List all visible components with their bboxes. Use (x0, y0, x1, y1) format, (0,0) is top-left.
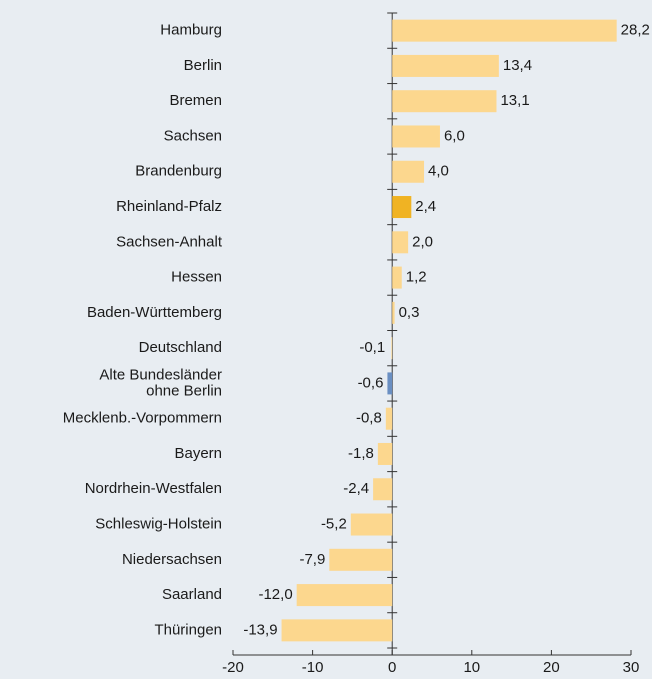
value-label: 13,4 (503, 57, 532, 74)
category-label: Berlin (184, 57, 222, 74)
bar (392, 54, 499, 77)
category-label: Nordrhein-Westfalen (85, 480, 222, 497)
value-label: 6,0 (444, 127, 465, 144)
category-label: Hessen (171, 269, 222, 286)
bar (392, 231, 409, 254)
category-label: Alte Bundesländer ohne Berlin (99, 366, 222, 399)
bar (392, 196, 412, 219)
category-label: Rheinland-Pfalz (116, 198, 222, 215)
value-label: 2,0 (412, 233, 433, 250)
bar (296, 584, 393, 607)
value-label: -0,6 (358, 374, 384, 391)
category-label: Hamburg (160, 22, 222, 39)
bar (392, 160, 425, 183)
category-label: Sachsen (164, 127, 222, 144)
bar (377, 442, 393, 465)
x-tick-label: 20 (543, 659, 560, 676)
bar (373, 478, 393, 501)
category-label: Schleswig-Holstein (95, 515, 222, 532)
value-label: -12,0 (258, 586, 292, 603)
category-label: Saarland (162, 586, 222, 603)
bar (329, 548, 393, 571)
x-tick-label: -10 (302, 659, 324, 676)
bar (392, 266, 402, 289)
category-label: Niedersachsen (122, 551, 222, 568)
bar (392, 19, 617, 42)
x-tick-label: 10 (463, 659, 480, 676)
category-label: Bayern (174, 445, 222, 462)
bar (392, 90, 497, 113)
value-label: -5,2 (321, 515, 347, 532)
category-label: Thüringen (154, 621, 222, 638)
bar (385, 407, 393, 430)
value-label: -2,4 (343, 480, 369, 497)
category-label: Sachsen-Anhalt (116, 233, 223, 250)
value-label: 28,2 (621, 22, 650, 39)
category-label: Bremen (169, 92, 222, 109)
category-label: Baden-Württemberg (87, 304, 222, 321)
value-label: 4,0 (428, 163, 449, 180)
bar (281, 619, 393, 642)
bar (392, 125, 440, 148)
category-label: Mecklenb.-Vorpommern (63, 410, 222, 427)
value-label: -1,8 (348, 445, 374, 462)
bar (391, 337, 393, 360)
x-tick-label: 0 (388, 659, 396, 676)
value-label: -13,9 (243, 621, 277, 638)
value-label: 0,3 (399, 304, 420, 321)
value-label: -0,8 (356, 410, 382, 427)
value-label: -7,9 (299, 551, 325, 568)
bar (392, 301, 395, 324)
bar (387, 372, 393, 395)
x-tick-label: -20 (222, 659, 244, 676)
category-label: Deutschland (139, 339, 222, 356)
value-label: 2,4 (415, 198, 436, 215)
bar (350, 513, 393, 536)
x-tick-label: 30 (623, 659, 640, 676)
value-label: 1,2 (406, 269, 427, 286)
value-label: 13,1 (500, 92, 529, 109)
category-label: Brandenburg (135, 163, 222, 180)
value-label: -0,1 (359, 339, 385, 356)
